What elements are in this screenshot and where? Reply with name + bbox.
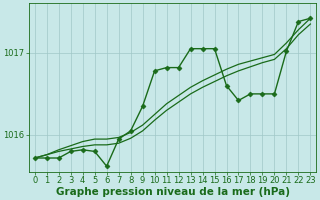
X-axis label: Graphe pression niveau de la mer (hPa): Graphe pression niveau de la mer (hPa) xyxy=(56,187,290,197)
